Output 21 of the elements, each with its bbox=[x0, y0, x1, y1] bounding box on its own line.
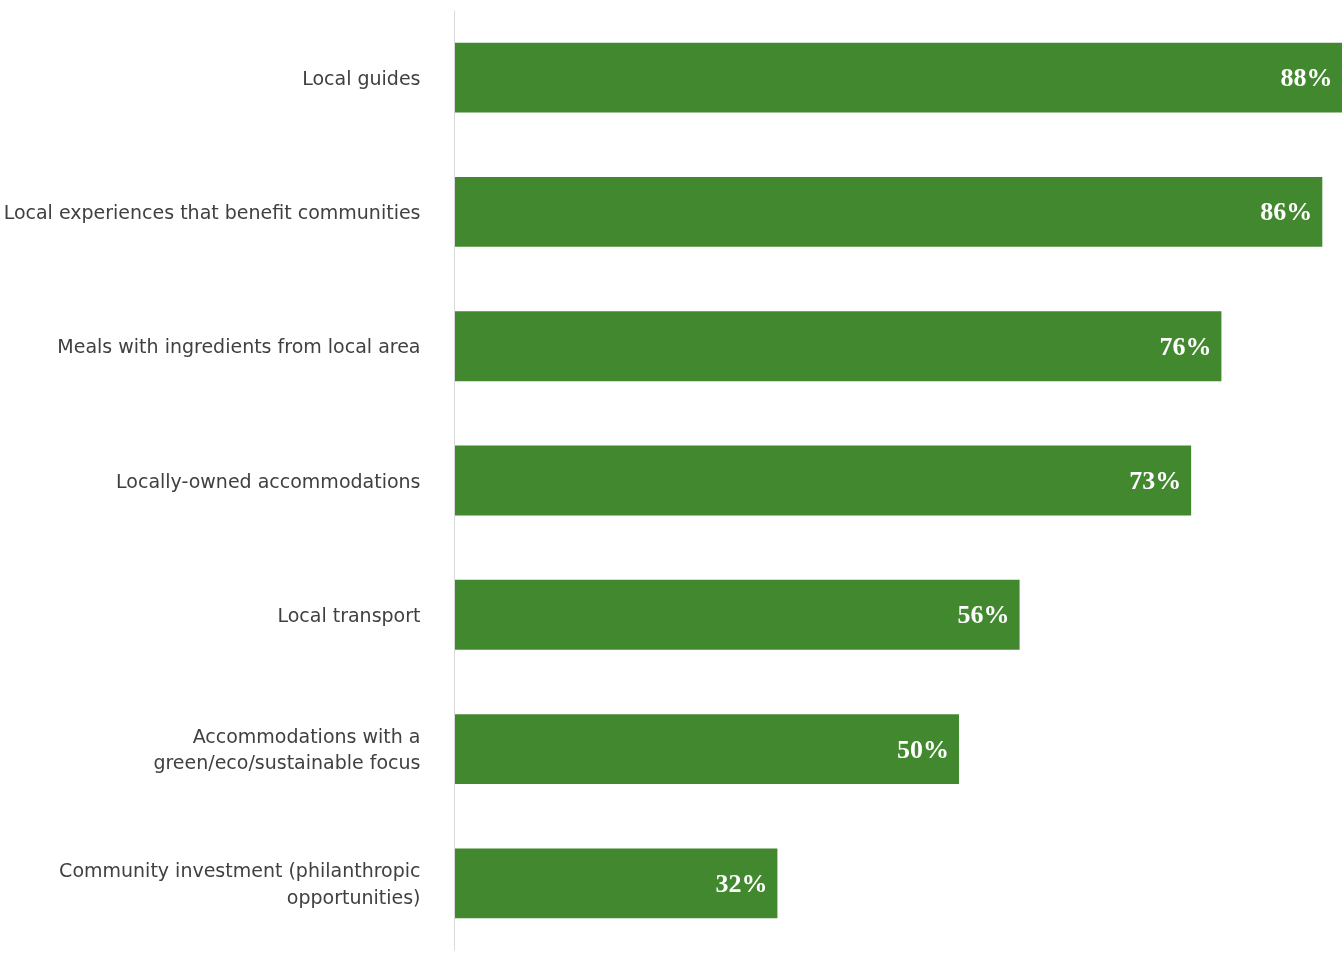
bar bbox=[454, 848, 778, 919]
y-tick-label: Local transport bbox=[277, 603, 421, 626]
bar bbox=[454, 311, 1222, 382]
data-label: 86% bbox=[1260, 197, 1313, 227]
data-label: 50% bbox=[897, 734, 950, 764]
data-label: 73% bbox=[1129, 466, 1182, 495]
bar bbox=[454, 177, 1323, 247]
bar bbox=[454, 714, 960, 784]
bar bbox=[454, 579, 1020, 650]
data-label: 76% bbox=[1159, 331, 1212, 361]
bar bbox=[454, 42, 1342, 113]
y-tick-label: Local guides bbox=[302, 66, 421, 89]
data-label: 88% bbox=[1280, 63, 1333, 93]
data-label: 32% bbox=[715, 868, 768, 898]
y-tick-label: Community investment (philanthropic opportunities) bbox=[59, 859, 421, 908]
y-tick-label: Local experiences that benefit communities bbox=[3, 200, 421, 223]
y-tick-label: Meals with ingredients from local area bbox=[57, 335, 421, 358]
data-label: 56% bbox=[957, 600, 1010, 630]
y-tick-label: Locally-owned accommodations bbox=[116, 469, 421, 492]
bar bbox=[454, 445, 1192, 516]
y-tick-label: Accommodations with a green/eco/sustainable focus bbox=[153, 724, 421, 774]
